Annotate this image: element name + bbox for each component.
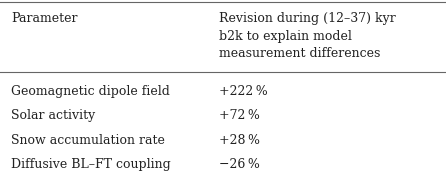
Text: +222 %: +222 % bbox=[219, 85, 267, 98]
Text: Revision during (12–37) kyr
b2k to explain model
measurement differences: Revision during (12–37) kyr b2k to expla… bbox=[219, 12, 395, 61]
Text: +72 %: +72 % bbox=[219, 109, 260, 122]
Text: Diffusive BL–FT coupling: Diffusive BL–FT coupling bbox=[11, 158, 171, 171]
Text: Snow accumulation rate: Snow accumulation rate bbox=[11, 134, 165, 146]
Text: Solar activity: Solar activity bbox=[11, 109, 95, 122]
Text: Parameter: Parameter bbox=[11, 12, 78, 25]
Text: Geomagnetic dipole field: Geomagnetic dipole field bbox=[11, 85, 170, 98]
Text: +28 %: +28 % bbox=[219, 134, 260, 146]
Text: −26 %: −26 % bbox=[219, 158, 260, 171]
